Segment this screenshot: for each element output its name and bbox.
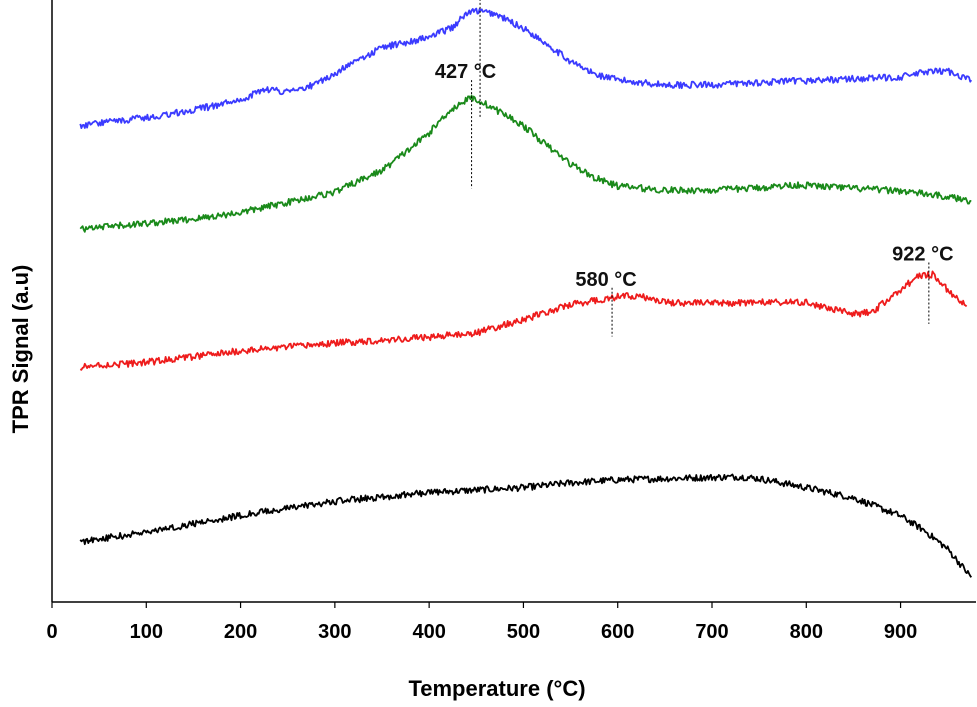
x-tick-label: 400	[412, 621, 445, 643]
y-axis-title: TPR Signal (a.u)	[8, 265, 33, 434]
x-tick-label: 500	[507, 621, 540, 643]
series-line-3	[79, 270, 968, 371]
x-tick-label: 300	[318, 621, 351, 643]
x-axis-title: Temperature (°C)	[408, 676, 585, 701]
x-tick-label: 700	[695, 621, 728, 643]
x-tick-label: 800	[790, 621, 823, 643]
x-tick-label: 0	[46, 621, 57, 643]
series-line-4	[79, 473, 973, 578]
peak-label: 427 °C	[435, 61, 496, 83]
series-line-1	[79, 7, 973, 129]
x-axis-ticks: 0 100 200 300 400 500 600 700 800 900	[46, 602, 917, 643]
x-tick-label: 600	[601, 621, 634, 643]
series-layer	[79, 7, 973, 578]
peak-label: 580 °C	[575, 269, 636, 291]
x-tick-label: 100	[130, 621, 163, 643]
x-tick-label: 200	[224, 621, 257, 643]
peak-label: 922 °C	[892, 243, 953, 265]
series-line-2	[79, 94, 972, 233]
x-tick-label: 900	[884, 621, 917, 643]
